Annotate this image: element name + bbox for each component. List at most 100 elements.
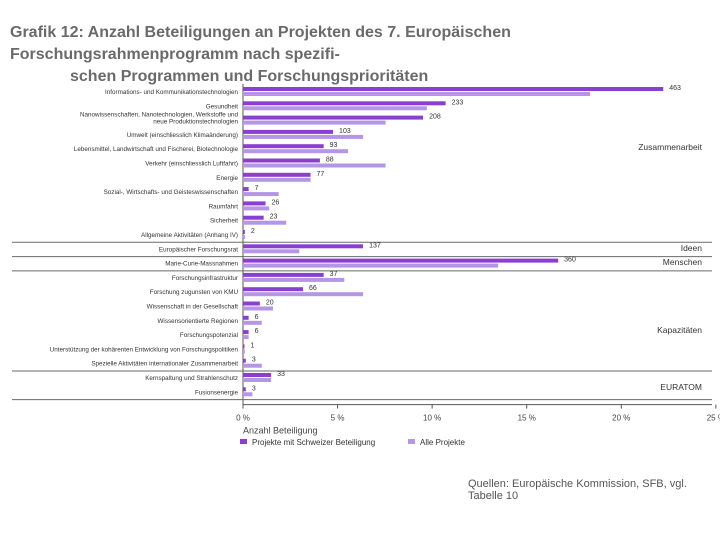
- group-label: Ideen: [681, 243, 703, 253]
- category-label: Europäischer Forschungsrat: [159, 246, 238, 253]
- bar-all: [243, 206, 270, 211]
- x-tick-label: 0 %: [236, 414, 250, 423]
- bar-all: [243, 235, 245, 239]
- bar-value-label: 77: [317, 171, 325, 178]
- source-note: Quellen: Europäische Kommission, SFB, vg…: [468, 478, 687, 502]
- category-label: Fusionsenergie: [195, 389, 239, 396]
- bar-swiss: [243, 158, 320, 163]
- bar-all: [243, 120, 386, 125]
- bar-value-label: 20: [266, 300, 274, 307]
- bar-swiss: [243, 115, 424, 120]
- bar-swiss: [243, 129, 334, 134]
- bar-value-label: 233: [452, 99, 464, 106]
- bar-swiss: [243, 373, 272, 377]
- bar-swiss: [243, 287, 304, 292]
- chart-title: Grafik 12: Anzahl Beteiligungen an Proje…: [10, 22, 710, 88]
- category-label: Marie-Curie-Massnahmen: [165, 261, 238, 268]
- bar-all: [243, 192, 279, 197]
- legend-swatch-swiss: [240, 439, 247, 444]
- bar-all: [243, 378, 272, 382]
- bar-value-label: 103: [339, 128, 351, 135]
- category-label: Sozial-, Wirtschafts- und Geisteswissens…: [104, 189, 239, 196]
- bar-swiss: [243, 87, 664, 91]
- bar-all: [243, 335, 249, 340]
- group-label: Zusammenarbeit: [638, 142, 702, 152]
- legend-label-swiss: Projekte mit Schweizer Beteiligung: [252, 438, 375, 447]
- category-label: Unterstützung der kohärenten Entwicklung…: [50, 346, 239, 353]
- category-label: Lebensmittel, Landwirtschaft und Fischer…: [74, 146, 239, 153]
- bar-swiss: [243, 315, 249, 320]
- category-label: Spezielle Aktivitäten internationaler Zu…: [91, 361, 238, 368]
- bar-swiss: [243, 301, 260, 306]
- bar-value-label: 23: [270, 214, 278, 221]
- category-label: Nanowissenschaften, Nanotechnologien, We…: [80, 112, 238, 119]
- group-label: Kapazitäten: [657, 325, 702, 335]
- bar-all: [243, 349, 245, 354]
- category-label: Energie: [216, 175, 238, 182]
- bar-value-label: 93: [330, 142, 338, 149]
- bar-value-label: 3: [252, 385, 256, 392]
- bar-all: [243, 220, 287, 225]
- category-label: Forschungspotenzial: [180, 332, 238, 339]
- bar-value-label: 7: [255, 185, 259, 192]
- bar-value-label: 360: [564, 257, 576, 264]
- x-tick-label: 10 %: [423, 414, 441, 423]
- bar-all: [243, 306, 274, 311]
- bar-all: [243, 106, 427, 111]
- bar-swiss: [243, 144, 324, 149]
- x-tick-label: 15 %: [518, 414, 536, 423]
- bar-all: [243, 363, 262, 368]
- category-label: Forschungsinfrastruktur: [172, 275, 238, 282]
- bar-all: [243, 263, 499, 268]
- bar-value-label: 2: [251, 228, 255, 235]
- bar-value-label: 463: [669, 85, 681, 92]
- category-label: Wissenschaft in der Gesellschaft: [147, 304, 239, 311]
- bar-all: [243, 292, 364, 297]
- x-tick-label: 20 %: [612, 414, 630, 423]
- title-line-2: schen Programmen und Forschungspriorität…: [70, 68, 429, 85]
- category-label: Gesundheit: [206, 103, 238, 110]
- category-label: Kernspaltung und Strahlenschutz: [145, 375, 238, 382]
- bar-swiss: [243, 101, 446, 106]
- legend-label-all: Alle Projekte: [420, 438, 465, 447]
- bar-swiss: [243, 201, 266, 206]
- bar-all: [243, 163, 386, 168]
- category-label: Verkehr (einschliesslich Luftfahrt): [145, 161, 238, 168]
- category-label: neue Produktionstechnologien: [153, 119, 238, 126]
- bar-all: [243, 249, 300, 254]
- bar-all: [243, 149, 349, 154]
- bar-value-label: 6: [255, 314, 259, 321]
- x-axis-label: Anzahl Beteiligung: [243, 426, 318, 436]
- bar-all: [243, 134, 364, 139]
- category-label: Allgemeine Aktivitäten (Anhang IV): [141, 232, 238, 239]
- bar-all: [243, 92, 591, 96]
- bar-all: [243, 277, 345, 282]
- bar-swiss: [243, 187, 249, 192]
- bar-swiss: [243, 230, 245, 234]
- bar-swiss: [243, 358, 246, 363]
- bar-all: [243, 177, 311, 182]
- category-label: Informations- und Kommunikationstechnolo…: [105, 89, 239, 96]
- bar-swiss: [243, 215, 264, 220]
- bar-swiss: [243, 244, 364, 249]
- bar-swiss: [243, 387, 246, 392]
- bar-swiss: [243, 258, 559, 263]
- bar-value-label: 26: [272, 199, 280, 206]
- category-label: Forschung zugunsten von KMU: [150, 289, 239, 296]
- bar-value-label: 33: [277, 371, 285, 378]
- bar-value-label: 37: [330, 271, 338, 278]
- bar-swiss: [243, 272, 324, 277]
- bar-value-label: 66: [309, 285, 317, 292]
- bar-value-label: 208: [429, 114, 441, 121]
- group-label: Menschen: [663, 257, 702, 267]
- category-label: Sicherheit: [210, 218, 238, 225]
- x-tick-label: 25 %: [707, 414, 720, 423]
- group-label: EURATOM: [660, 382, 702, 392]
- bar-value-label: 1: [251, 342, 255, 349]
- bar-value-label: 88: [326, 157, 334, 164]
- bar-all: [243, 320, 262, 325]
- bar-value-label: 3: [252, 357, 256, 364]
- bar-value-label: 137: [369, 242, 381, 249]
- category-label: Wissensorientierte Regionen: [157, 318, 238, 325]
